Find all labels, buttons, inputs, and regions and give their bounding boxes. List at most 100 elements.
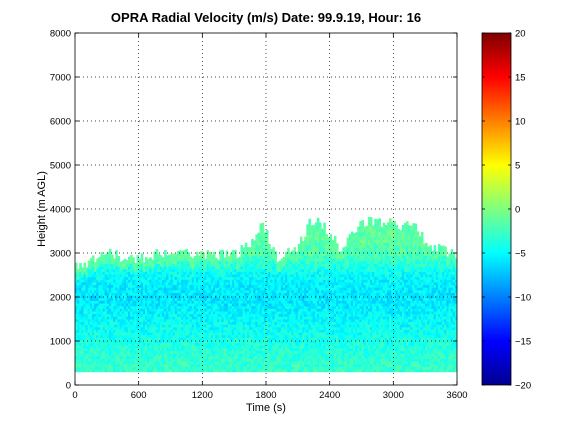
heat-cell	[130, 361, 133, 365]
heat-cell	[125, 319, 129, 323]
heat-cell	[106, 284, 110, 288]
heat-cell	[238, 263, 241, 267]
heat-cell	[193, 334, 197, 338]
heat-cell	[140, 305, 144, 309]
heat-cell	[229, 271, 233, 275]
heat-cell	[255, 369, 258, 373]
heat-cell	[249, 334, 252, 338]
heat-cell	[234, 326, 237, 330]
heat-cell	[83, 345, 87, 349]
heat-cell	[200, 319, 203, 323]
heat-cell	[259, 300, 263, 304]
heat-cell	[157, 350, 161, 354]
heat-cell	[147, 361, 150, 365]
heat-cell	[153, 355, 157, 359]
heat-cell	[164, 268, 167, 272]
heat-cell	[115, 363, 118, 367]
heat-cell	[176, 271, 180, 275]
heat-cell	[253, 313, 256, 317]
heat-cell	[223, 268, 227, 272]
heat-cell	[236, 297, 239, 301]
heat-cell	[238, 303, 241, 307]
heat-cell	[159, 305, 163, 309]
heat-cell	[151, 271, 154, 275]
heat-cell	[140, 348, 144, 352]
heat-cell	[183, 319, 186, 323]
heat-cell	[174, 358, 178, 362]
heat-cell	[111, 295, 114, 299]
heat-cell	[98, 292, 101, 296]
heat-cell	[223, 279, 227, 283]
heat-cell	[111, 300, 114, 304]
heat-cell	[75, 350, 78, 354]
heat-cell	[299, 287, 303, 291]
heat-cell	[140, 361, 144, 365]
heat-cell	[134, 276, 137, 280]
heat-cell	[147, 363, 150, 367]
heat-cell	[130, 271, 133, 275]
heat-cell	[291, 284, 294, 288]
heat-cell	[178, 292, 182, 296]
heat-cell	[253, 255, 256, 259]
heat-cell	[77, 332, 80, 336]
heat-cell	[263, 247, 267, 251]
heat-cell	[306, 350, 309, 354]
heat-cell	[119, 350, 123, 354]
heat-cell	[168, 300, 171, 304]
heat-cell	[91, 289, 95, 293]
heat-cell	[83, 316, 87, 320]
heat-cell	[176, 348, 180, 352]
heat-cell	[77, 366, 80, 370]
heat-cell	[189, 256, 193, 259]
heat-cell	[140, 271, 144, 275]
heat-cell	[208, 260, 212, 264]
heat-cell	[191, 321, 195, 325]
heat-cell	[249, 366, 252, 370]
heat-cell	[253, 334, 256, 338]
heat-cell	[244, 292, 248, 296]
heat-cell	[232, 271, 235, 275]
heat-cell	[229, 361, 233, 365]
heat-cell	[251, 358, 254, 362]
heat-cell	[270, 366, 273, 370]
heat-cell	[77, 289, 80, 293]
heat-cell	[166, 321, 169, 325]
heat-cell	[287, 266, 290, 270]
heat-cell	[121, 271, 125, 275]
heat-cell	[263, 232, 267, 235]
heat-cell	[234, 253, 237, 257]
heat-cell	[304, 355, 307, 359]
heat-cell	[138, 266, 142, 270]
heat-cell	[125, 348, 129, 352]
heat-cell	[302, 358, 305, 362]
heat-cell	[91, 337, 95, 341]
heat-cell	[149, 361, 152, 365]
heat-cell	[106, 329, 110, 333]
heat-cell	[268, 250, 271, 254]
heat-cell	[140, 282, 144, 286]
heat-cell	[183, 337, 186, 341]
heat-cell	[104, 287, 108, 291]
heat-cell	[172, 358, 176, 362]
heat-cell	[162, 319, 165, 323]
heat-cell	[210, 305, 214, 309]
heat-cell	[96, 334, 99, 338]
heat-cell	[181, 340, 184, 344]
heat-cell	[142, 361, 146, 365]
heat-cell	[261, 274, 265, 278]
heat-cell	[202, 324, 205, 328]
heat-cell	[208, 316, 212, 320]
heat-cell	[266, 348, 269, 352]
heat-cell	[240, 289, 244, 293]
heat-cell	[219, 258, 222, 262]
heat-cell	[75, 326, 78, 330]
heat-cell	[79, 276, 82, 280]
heat-cell	[234, 329, 237, 333]
heat-cell	[170, 282, 174, 286]
heat-cell	[191, 355, 195, 359]
heat-cell	[149, 348, 152, 352]
heat-cell	[200, 292, 203, 296]
heat-cell	[174, 332, 178, 336]
heat-cell	[257, 276, 261, 280]
heat-cell	[130, 326, 133, 330]
